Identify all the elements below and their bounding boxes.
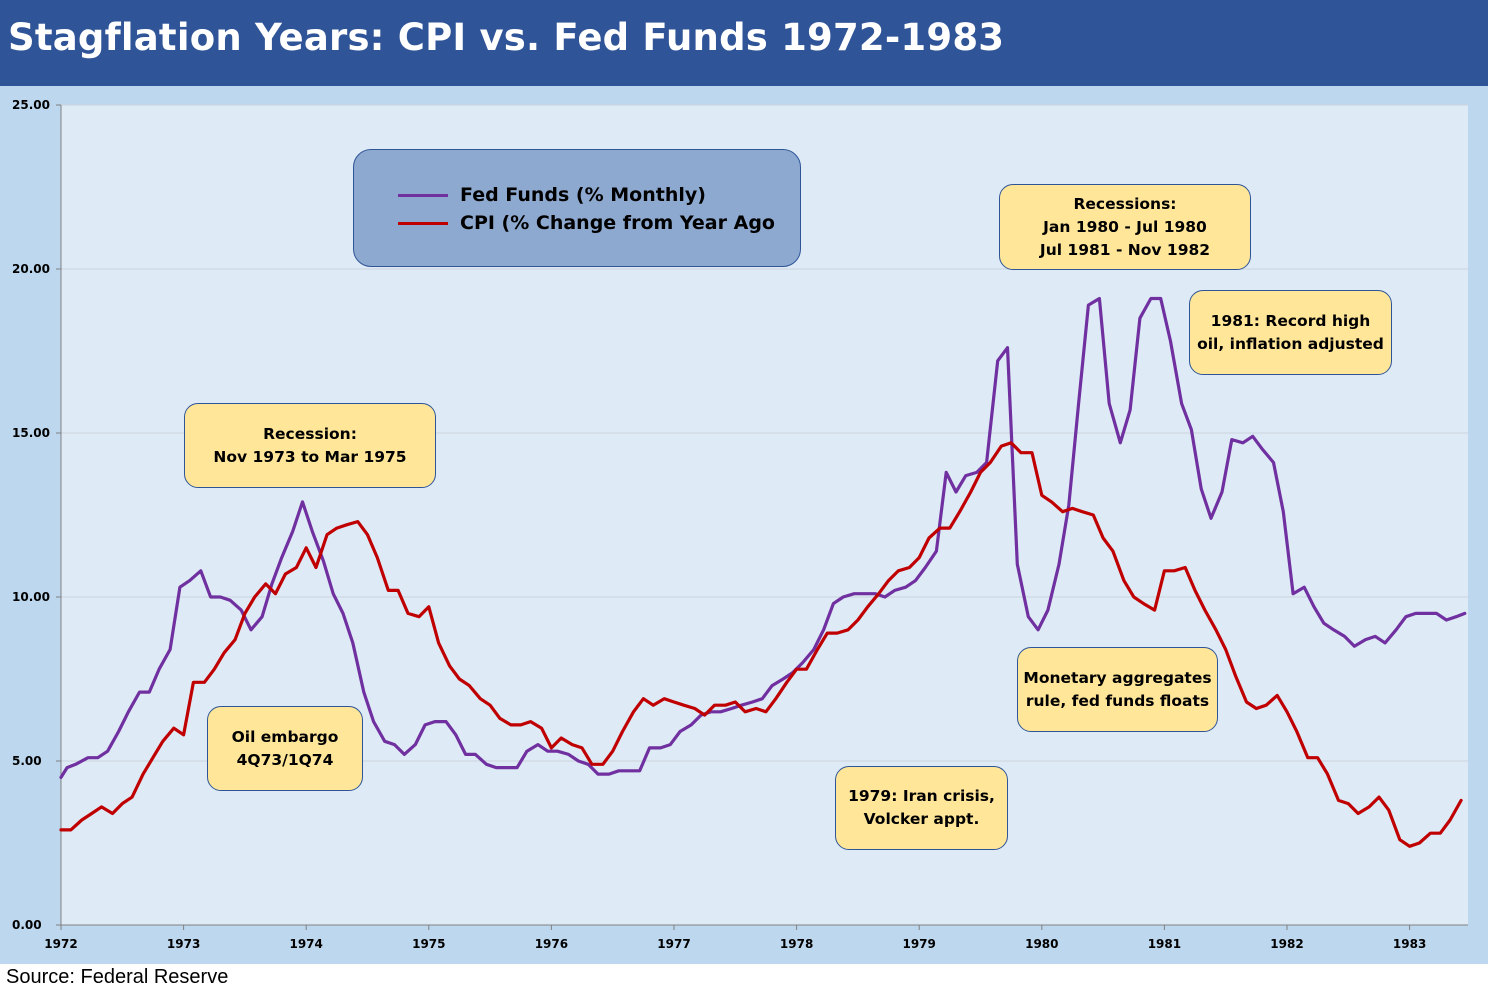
x-tick-label: 1974 xyxy=(289,937,322,951)
annotation-line: oil, inflation adjusted xyxy=(1197,334,1384,353)
annotation-line: Recession: xyxy=(263,424,357,443)
title-bar: Stagflation Years: CPI vs. Fed Funds 197… xyxy=(0,0,1488,86)
legend-swatch-fed-funds xyxy=(398,193,448,197)
annotation-oil-embargo: Oil embargo 4Q73/1Q74 xyxy=(207,706,363,791)
annotation-line: Volcker appt. xyxy=(863,810,980,828)
x-tick-label: 1977 xyxy=(657,937,690,951)
annotation-monetary-aggregates: Monetary aggregates rule, fed funds floa… xyxy=(1017,647,1218,732)
legend-label-cpi: CPI (% Change from Year Ago xyxy=(460,212,775,234)
legend-label-fed-funds: Fed Funds (% Monthly) xyxy=(460,184,706,206)
annotation-line: Nov 1973 to Mar 1975 xyxy=(213,447,407,466)
x-tick-label: 1975 xyxy=(412,937,445,951)
y-tick-label: 20.00 xyxy=(12,262,50,276)
source-note: Source: Federal Reserve xyxy=(6,966,229,988)
y-tick-label: 10.00 xyxy=(12,590,50,604)
grid-lines xyxy=(61,104,1468,762)
x-tick-label: 1983 xyxy=(1393,937,1426,951)
x-tick-label: 1978 xyxy=(780,937,813,951)
legend: Fed Funds (% Monthly) CPI (% Change from… xyxy=(353,149,801,267)
annotation-line: 1981: Record high xyxy=(1210,311,1371,330)
x-tick-label: 1972 xyxy=(44,937,77,951)
annotation-line: rule, fed funds floats xyxy=(1025,691,1210,710)
annotation-recessions-1980: Recessions: Jan 1980 - Jul 1980 Jul 1981… xyxy=(999,184,1251,270)
annotation-record-oil: 1981: Record high oil, inflation adjuste… xyxy=(1189,290,1392,375)
annotation-line: Monetary aggregates xyxy=(1023,668,1212,687)
legend-swatch-cpi xyxy=(398,221,448,225)
page-title: Stagflation Years: CPI vs. Fed Funds 197… xyxy=(8,16,1005,59)
annotation-recession-1973: Recession: Nov 1973 to Mar 1975 xyxy=(184,403,436,488)
y-tick-label: 25.00 xyxy=(12,98,50,112)
x-tick-label: 1973 xyxy=(167,937,200,951)
x-tick-label: 1981 xyxy=(1148,937,1181,951)
annotation-line: 4Q73/1Q74 xyxy=(236,750,334,769)
cpi-line xyxy=(59,441,1463,848)
annotation-iran-crisis: 1979: Iran crisis, Volcker appt. xyxy=(835,766,1008,850)
y-tick-label: 5.00 xyxy=(12,754,42,768)
x-tick-label: 1979 xyxy=(902,937,935,951)
axes: 0.00 5.00 10.00 15.00 20.00 25.00 1972 1973 1974… xyxy=(12,98,1468,951)
series-lines xyxy=(59,296,1467,848)
annotation-line: Oil embargo xyxy=(231,727,339,746)
annotation-line: Jul 1981 - Nov 1982 xyxy=(1039,240,1211,259)
x-tick-label: 1982 xyxy=(1270,937,1303,951)
x-tick-label: 1976 xyxy=(535,937,568,951)
annotation-line: Recessions: xyxy=(1073,194,1177,213)
x-tick-label: 1980 xyxy=(1025,937,1058,951)
annotation-line: 1979: Iran crisis, xyxy=(848,787,995,805)
y-tick-label: 15.00 xyxy=(12,426,50,440)
y-tick-label: 0.00 xyxy=(12,918,42,932)
annotation-line: Jan 1980 - Jul 1980 xyxy=(1043,217,1207,236)
legend-item-cpi: CPI (% Change from Year Ago xyxy=(398,209,775,237)
fed-funds-line xyxy=(59,296,1467,780)
legend-item-fed-funds: Fed Funds (% Monthly) xyxy=(398,181,706,209)
